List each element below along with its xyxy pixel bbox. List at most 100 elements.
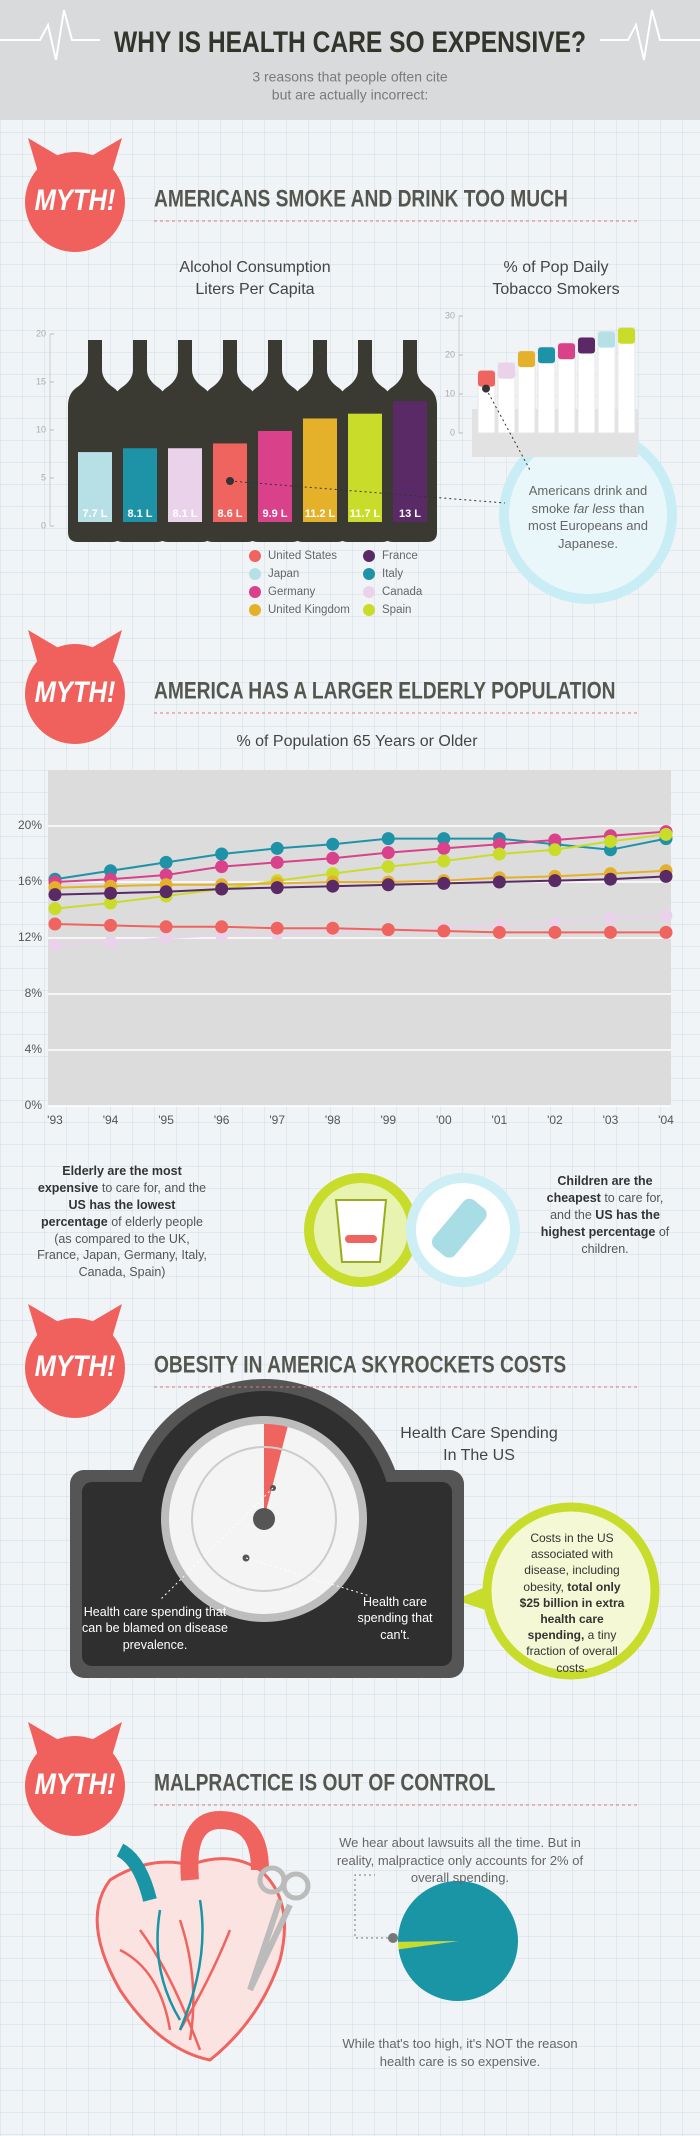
point (659, 909, 673, 923)
legend-label: United States (268, 550, 337, 562)
badge (25, 1736, 125, 1836)
pie-label: Health care spending that can be blamed … (82, 1605, 228, 1652)
chart-subtitle: Liters Per Capita (195, 281, 314, 298)
series-line (54, 869, 667, 889)
text: US has the highest percentage (540, 1207, 660, 1239)
point (381, 860, 395, 874)
glass-icon (334, 1199, 388, 1263)
point (548, 874, 562, 888)
text: far less (573, 500, 616, 516)
bar-cap (518, 351, 535, 368)
point (326, 879, 340, 893)
x-tick-label: '94 (103, 1113, 119, 1127)
series-line (54, 923, 666, 934)
pills-icon (345, 1235, 377, 1243)
value-label: 8.1 L (127, 508, 152, 520)
point (104, 918, 118, 932)
bar-cap (618, 327, 635, 344)
point (48, 938, 62, 952)
point (492, 847, 506, 861)
point (548, 843, 562, 857)
bar-cap (538, 347, 555, 364)
value-label: 11.7 L (350, 508, 381, 520)
malpractice-text: While that's too high, it's NOT the reas… (342, 2036, 578, 2069)
bar-cap (578, 337, 595, 354)
point (603, 911, 617, 925)
text: Americans drink and smoke (528, 483, 648, 516)
badge (25, 152, 125, 252)
point (104, 935, 118, 949)
value-label: 13 L (399, 508, 421, 520)
legend-label: Canada (382, 586, 423, 598)
legend-swatch (363, 604, 375, 616)
text: US has the lowest percentage (41, 1197, 176, 1229)
point (48, 888, 62, 902)
scissor-ring (281, 1871, 311, 1901)
x-tick-label: '98 (325, 1113, 341, 1127)
text: of elderly people (as compared to the UK… (37, 1214, 207, 1280)
pie-slice (398, 1881, 519, 2001)
y-tick-label: 20 (445, 349, 455, 359)
point (215, 920, 229, 934)
chart-title: Alcohol Consumption (179, 259, 330, 276)
badge-text: MYTH! (35, 1768, 116, 1801)
point (603, 925, 617, 939)
y-tick-label: 12% (18, 930, 42, 944)
chart-title: Health Care Spending (400, 1425, 557, 1442)
point (48, 902, 62, 916)
callout-bubble (482, 1502, 660, 1680)
leader (159, 1487, 274, 1601)
bar-cap (498, 362, 515, 379)
point (437, 832, 451, 846)
marker-dot (226, 477, 234, 485)
x-tick-label: '01 (492, 1113, 508, 1127)
point (437, 841, 451, 855)
scissors (247, 1899, 293, 1992)
liquid (123, 448, 157, 522)
vessels (156, 1899, 204, 2031)
point (326, 921, 340, 935)
series-line (54, 833, 667, 910)
legend-swatch (249, 550, 261, 562)
point (548, 833, 562, 847)
y-tick-label: 8% (25, 986, 43, 1000)
y-tick-label: 16% (18, 874, 42, 888)
y-tick-label: 5 (41, 472, 46, 482)
value-label: 7.7 L (82, 508, 107, 520)
x-tick-label: '95 (158, 1113, 174, 1127)
smoke-callout: Americans drink and smoke far less than … (520, 482, 656, 552)
point (270, 921, 284, 935)
series-line (54, 875, 667, 896)
point (381, 923, 395, 937)
value-label: 8.6 L (217, 508, 242, 520)
y-tick-label: 4% (25, 1042, 43, 1056)
point (326, 837, 340, 851)
x-tick-label: '96 (214, 1113, 230, 1127)
pie-label: Health care spending that can't. (357, 1595, 433, 1642)
point (326, 851, 340, 865)
text: Costs in the US associated with disease,… (523, 1531, 620, 1594)
page-subtitle: but are actually incorrect: (272, 87, 428, 103)
point (270, 855, 284, 869)
badge-text: MYTH! (35, 184, 116, 217)
page-title: WHY IS HEALTH CARE SO EXPENSIVE? (114, 26, 586, 59)
point (159, 885, 173, 899)
legend-swatch (249, 604, 261, 616)
text: a tiny fraction of overall costs. (526, 1628, 618, 1675)
point (104, 886, 118, 900)
y-tick-label: 0 (41, 520, 46, 530)
pie-slice (398, 1941, 458, 1950)
artery (180, 1810, 269, 1881)
header-band (0, 0, 700, 120)
legend-label: Italy (382, 568, 403, 580)
text: to care for, and the (101, 1180, 207, 1195)
point (104, 896, 118, 910)
y-tick-label: 10 (36, 424, 46, 434)
page-subtitle: 3 reasons that people often cite (252, 69, 448, 85)
point (270, 841, 284, 855)
point (603, 834, 617, 848)
value-label: 8.1 L (172, 508, 197, 520)
myth-heading: AMERICANS SMOKE AND DRINK TOO MUCH (154, 185, 568, 212)
point (548, 925, 562, 939)
